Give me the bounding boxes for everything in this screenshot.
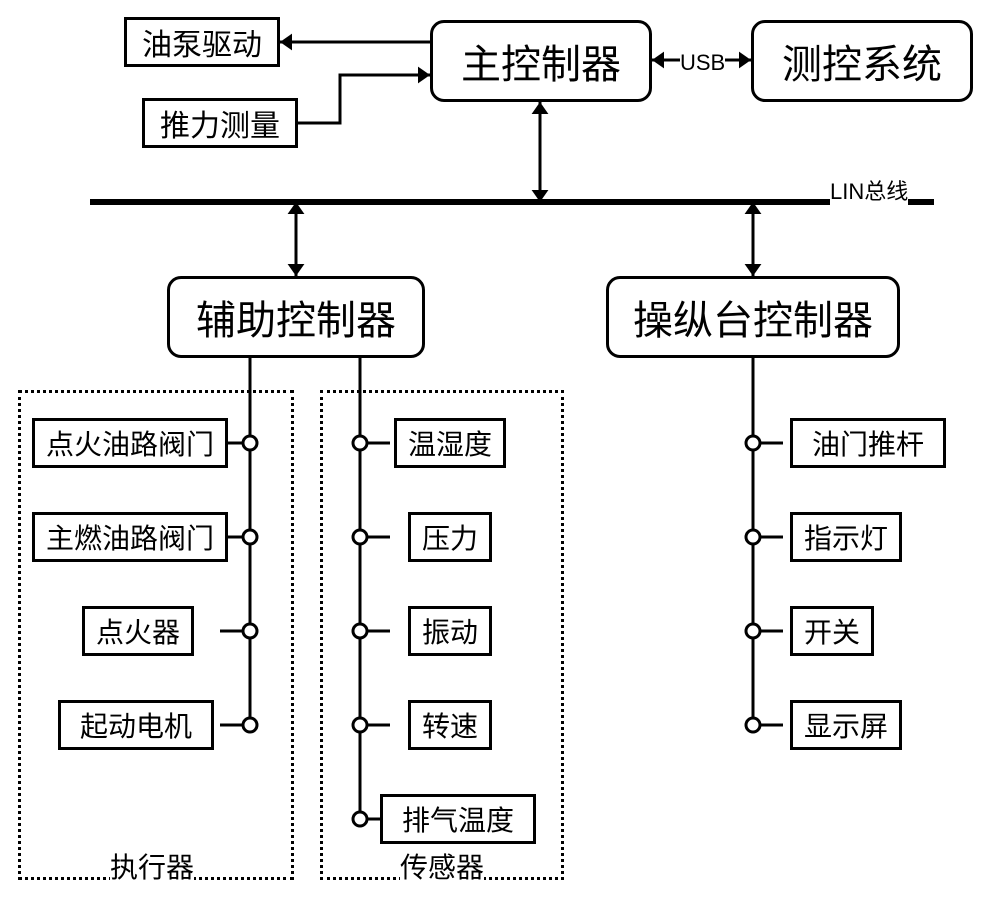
console_ctrl-label: 操纵台控制器: [633, 288, 873, 346]
sens3-box: 振动: [408, 606, 492, 656]
console_ctrl-box: 操纵台控制器: [606, 276, 900, 358]
con4-label: 显示屏: [804, 705, 888, 745]
meas_sys-box: 测控系统: [751, 20, 973, 102]
meas_sys-label: 测控系统: [782, 32, 942, 90]
sens5-label: 排气温度: [402, 799, 514, 839]
con2-box: 指示灯: [790, 512, 902, 562]
exec4-box: 起动电机: [58, 700, 214, 750]
exec1-label: 点火油路阀门: [46, 423, 214, 463]
oil_pump-label: 油泵驱动: [142, 20, 262, 64]
sens1-label: 温湿度: [408, 423, 492, 463]
exec3-label: 点火器: [96, 611, 180, 651]
con1-box: 油门推杆: [790, 418, 946, 468]
main_ctrl-box: 主控制器: [430, 20, 652, 102]
sens2-label: 压力: [422, 517, 478, 557]
oil_pump-box: 油泵驱动: [124, 17, 280, 67]
exec3-box: 点火器: [82, 606, 194, 656]
sens2-box: 压力: [408, 512, 492, 562]
con4-box: 显示屏: [790, 700, 902, 750]
lin_bus-label: LIN总线: [830, 174, 908, 206]
exec4-label: 起动电机: [80, 705, 192, 745]
sens4-box: 转速: [408, 700, 492, 750]
sens5-box: 排气温度: [380, 794, 536, 844]
sens4-label: 转速: [422, 705, 478, 745]
aux_ctrl-box: 辅助控制器: [167, 276, 425, 358]
main_ctrl-label: 主控制器: [461, 32, 621, 90]
sens3-label: 振动: [422, 611, 478, 651]
thrust-label: 推力测量: [160, 101, 280, 145]
aux_ctrl-label: 辅助控制器: [196, 288, 396, 346]
sens1-box: 温湿度: [394, 418, 506, 468]
con3-box: 开关: [790, 606, 874, 656]
executors-group-label: 执行器: [110, 846, 194, 886]
con3-label: 开关: [804, 611, 860, 651]
exec2-label: 主燃油路阀门: [46, 517, 214, 557]
con2-label: 指示灯: [804, 517, 888, 557]
exec1-box: 点火油路阀门: [32, 418, 228, 468]
con1-label: 油门推杆: [812, 423, 924, 463]
thrust-box: 推力测量: [142, 98, 298, 148]
exec2-box: 主燃油路阀门: [32, 512, 228, 562]
sensors-group-label: 传感器: [400, 846, 484, 886]
usb-label: USB: [680, 50, 725, 76]
